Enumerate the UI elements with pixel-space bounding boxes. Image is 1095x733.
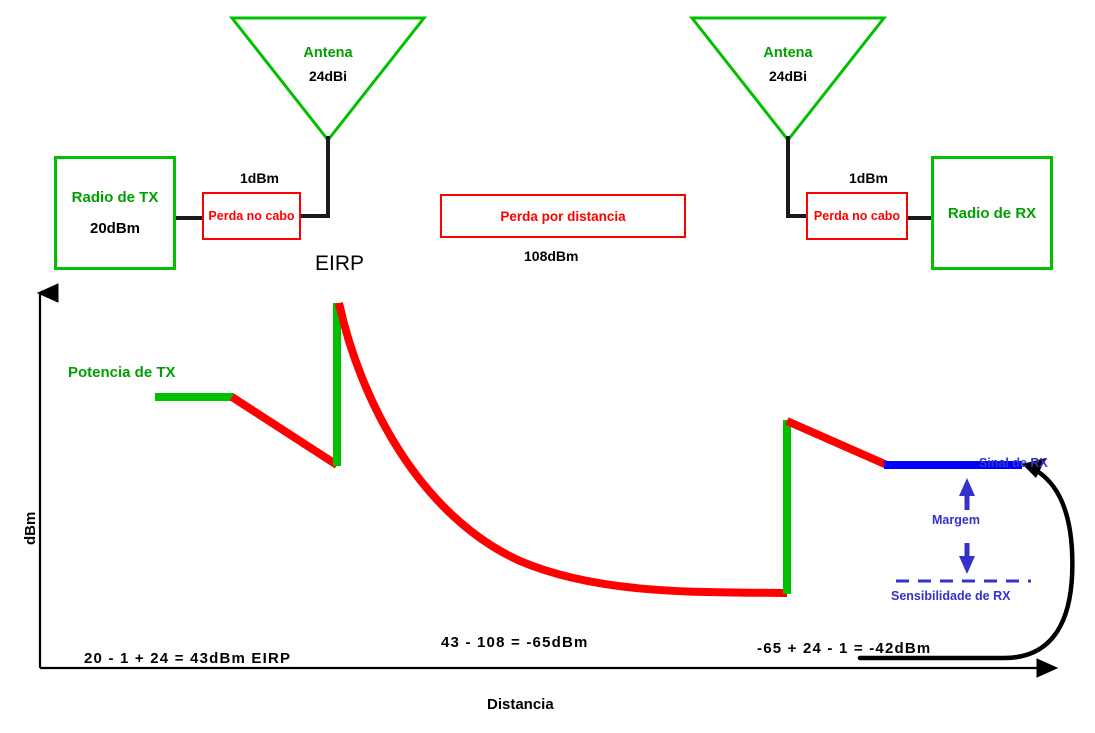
eirp-label: EIRP xyxy=(315,252,365,275)
tx-antenna-value: 24dBi xyxy=(308,68,348,84)
callout-curved-arrow xyxy=(857,458,1075,661)
tx-radio-value: 20dBm xyxy=(89,220,141,237)
margin-down-arrow xyxy=(959,543,975,574)
rx-cable-loss-label: Perda no cabo xyxy=(813,209,901,223)
rx-radio-label: Radio de RX xyxy=(947,204,1037,222)
segment-path-loss xyxy=(335,302,788,597)
tx-cable-loss-value: 1dBm xyxy=(240,170,279,186)
tx-antenna-label: Antena xyxy=(303,45,353,61)
tx-cable-loss-label: Perda no cabo xyxy=(208,209,295,223)
tx-antenna-mast xyxy=(296,136,330,218)
segment-tx-cable-loss xyxy=(229,393,340,469)
rx-antenna-icon xyxy=(688,16,888,143)
rx-cable-loss-value: 1dBm xyxy=(849,170,888,186)
rx-cable-loss-box[interactable]: Perda no cabo xyxy=(806,192,908,240)
margin-up-arrow xyxy=(959,478,975,510)
rx-signal-label: Sinal de RX xyxy=(979,456,1048,470)
distance-loss-value: 108dBm xyxy=(524,248,579,264)
x-axis-label: Distancia xyxy=(487,696,554,713)
tx-antenna-icon xyxy=(228,16,428,143)
rx-radio-box[interactable]: Radio de RX xyxy=(931,156,1053,270)
equation-path-loss: 43 - 108 = -65dBm xyxy=(441,634,589,651)
graph-axes xyxy=(36,283,1059,678)
rx-antenna-value: 24dBi xyxy=(768,68,808,84)
tx-power-label: Potencia de TX xyxy=(68,364,176,381)
sensitivity-label: Sensibilidade de RX xyxy=(891,589,1011,603)
power-profile-curve xyxy=(155,302,1075,661)
distance-loss-label: Perda por distancia xyxy=(500,208,626,224)
margin-label: Margem xyxy=(932,513,980,527)
tx-radio-box[interactable]: Radio de TX 20dBm xyxy=(54,156,176,270)
distance-loss-box[interactable]: Perda por distancia xyxy=(440,194,686,238)
rx-antenna-label: Antena xyxy=(763,45,813,61)
equation-eirp: 20 - 1 + 24 = 43dBm EIRP xyxy=(84,650,292,667)
tx-radio-label: Radio de TX xyxy=(71,189,159,206)
tx-cable-loss-box[interactable]: Perda no cabo xyxy=(202,192,301,240)
segment-rx-cable-loss xyxy=(785,417,889,469)
equation-rx-level: -65 + 24 - 1 = -42dBm xyxy=(757,640,932,657)
